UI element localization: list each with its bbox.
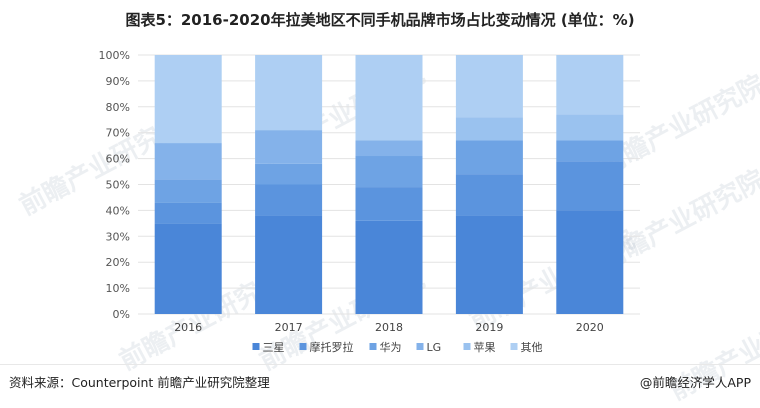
legend-label: 苹果 xyxy=(474,340,496,354)
legend-label: 三星 xyxy=(263,341,285,354)
x-tick-label: 2020 xyxy=(576,321,604,334)
y-tick-label: 40% xyxy=(106,204,130,217)
footer-divider xyxy=(0,364,760,365)
y-tick-label: 80% xyxy=(106,101,130,114)
legend-swatch xyxy=(252,343,260,350)
legend-swatch xyxy=(463,343,471,350)
stacked-bar-chart: 0% 10% 20% 30% 40% 50% 60% 70% 80% 90% 100% 2016 201… xyxy=(99,49,640,354)
legend-label: 华为 xyxy=(380,340,402,354)
bar-segment-2020-摩托罗拉 xyxy=(556,161,624,211)
bar-segment-2019-华为 xyxy=(455,140,523,175)
bar-segment-2018-LG xyxy=(355,140,423,157)
chart-title: 图表5：2016-2020年拉美地区不同手机品牌市场占比变动情况 (单位：%) xyxy=(125,11,635,29)
bar-segment-2020-苹果 xyxy=(556,114,624,141)
bar-segment-2016-其他 xyxy=(154,55,222,144)
legend-swatch xyxy=(416,343,424,350)
bar-segment-2017-华为 xyxy=(255,163,323,185)
bar-segment-2017-摩托罗拉 xyxy=(255,184,323,216)
bar-segment-2019-其他 xyxy=(455,55,523,118)
bar-segment-2018-其他 xyxy=(355,55,423,141)
bar-segment-2016-三星 xyxy=(154,223,222,314)
x-tick-label: 2018 xyxy=(375,321,403,334)
y-tick-label: 70% xyxy=(106,127,130,140)
y-tick-label: 30% xyxy=(106,230,130,243)
bar-segment-2017-LG xyxy=(255,130,323,164)
bar-segment-2017-三星 xyxy=(255,215,323,314)
bar-segment-2019-三星 xyxy=(455,215,523,314)
bar-segment-2019-苹果 xyxy=(455,117,523,141)
y-tick-label: 20% xyxy=(106,256,130,269)
y-tick-label: 60% xyxy=(106,153,130,166)
bar-segment-2016-摩托罗拉 xyxy=(154,202,222,224)
y-tick-label: 0% xyxy=(113,308,130,321)
bar-segment-2019-摩托罗拉 xyxy=(455,174,523,216)
legend-swatch xyxy=(299,343,307,350)
source-note: 资料来源：Counterpoint 前瞻产业研究院整理 xyxy=(9,375,270,390)
legend-swatch xyxy=(510,343,518,350)
legend-label: 摩托罗拉 xyxy=(310,340,354,354)
bar-segment-2020-其他 xyxy=(556,55,624,115)
y-tick-label: 50% xyxy=(106,179,130,192)
brand-credit: @前瞻经济学人APP xyxy=(639,375,751,390)
y-tick-label: 100% xyxy=(99,49,130,62)
bar-segment-2016-LG xyxy=(154,143,222,180)
bar-segment-2016-华为 xyxy=(154,179,222,203)
y-tick-label: 10% xyxy=(106,282,130,295)
bar-segment-2018-华为 xyxy=(355,156,423,188)
x-tick-label: 2019 xyxy=(475,321,503,334)
x-tick-label: 2017 xyxy=(275,321,303,334)
legend-swatch xyxy=(369,343,377,350)
bar-segment-2020-三星 xyxy=(556,210,624,314)
legend-label: 其他 xyxy=(521,341,543,354)
bar-segment-2017-其他 xyxy=(255,55,323,131)
y-tick-label: 90% xyxy=(106,75,130,88)
bar-segment-2018-三星 xyxy=(355,220,423,314)
x-tick-label: 2016 xyxy=(174,321,202,334)
legend-label: LG xyxy=(427,341,442,354)
bar-segment-2018-摩托罗拉 xyxy=(355,187,423,221)
bar-segment-2020-华为 xyxy=(556,140,624,162)
